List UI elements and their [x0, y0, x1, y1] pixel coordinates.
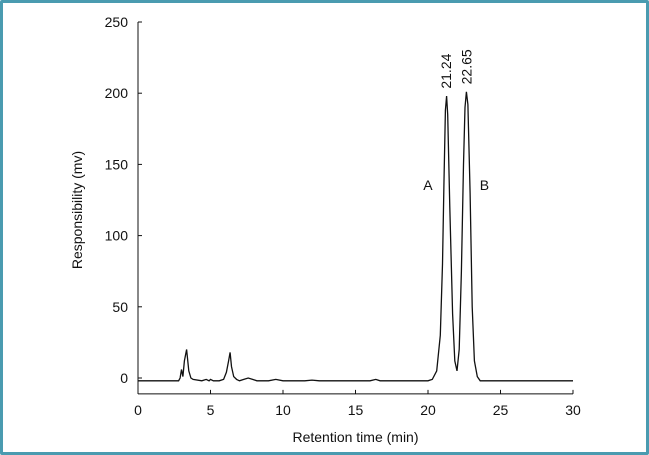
y-tick-label: 250: [105, 14, 129, 30]
x-tick-label: 5: [207, 402, 215, 418]
y-ticks: 0 50 100 150 200 250: [105, 14, 142, 386]
x-axis-title: Retention time (min): [292, 429, 418, 445]
y-tick-label: 150: [105, 156, 129, 172]
x-tick-label: 0: [134, 402, 142, 418]
x-tick-label: 10: [275, 402, 291, 418]
x-tick-label: 20: [420, 402, 436, 418]
chromatogram-trace: [138, 91, 573, 382]
y-tick-label: 0: [120, 370, 128, 386]
x-tick-label: 30: [565, 402, 581, 418]
y-tick-label: 100: [105, 228, 129, 244]
peak-b-retention-label: 22.65: [458, 49, 474, 84]
peak-a-retention-label: 21.24: [438, 53, 454, 88]
peak-b-label: B: [480, 177, 489, 193]
x-tick-label: 25: [493, 402, 509, 418]
x-tick-label: 15: [348, 402, 364, 418]
y-axis-title: Responsibility (mv): [69, 151, 85, 269]
y-tick-label: 50: [112, 299, 128, 315]
peak-a-label: A: [423, 177, 433, 193]
y-tick-label: 200: [105, 85, 129, 101]
x-ticks: 0 5 10 15 20 25 30: [134, 389, 581, 418]
